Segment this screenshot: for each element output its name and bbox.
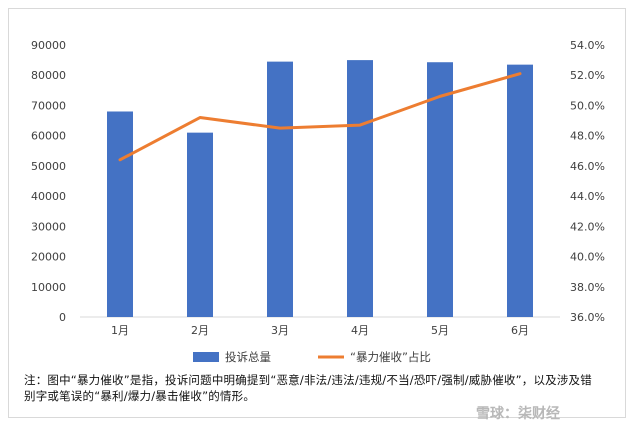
bar: [187, 132, 213, 317]
legend: 投诉总量 “暴力催收”占比: [193, 350, 431, 364]
left-tick-label: 90000: [31, 39, 66, 52]
bar: [267, 61, 293, 317]
right-tick-label: 40.0%: [570, 251, 605, 264]
right-tick-label: 54.0%: [570, 39, 605, 52]
line-series: [118, 72, 522, 162]
left-axis-ticks: 0 10000 20000 30000 40000 50000 60000 70000 8000…: [31, 39, 66, 324]
bar: [427, 62, 453, 317]
x-tick-label: 5月: [431, 324, 449, 337]
x-tick-label: 2月: [191, 324, 209, 337]
x-axis-ticks: 1月 2月 3月 4月 5月 6月: [111, 324, 529, 337]
x-tick-label: 3月: [271, 324, 289, 337]
left-tick-label: 0: [59, 311, 66, 324]
left-tick-label: 80000: [31, 69, 66, 82]
x-tick-label: 6月: [511, 324, 529, 337]
bar: [507, 64, 533, 318]
legend-swatch-bars: [193, 352, 219, 362]
left-tick-label: 30000: [31, 220, 66, 233]
left-tick-label: 70000: [31, 99, 66, 112]
right-tick-label: 38.0%: [570, 281, 605, 294]
bar: [347, 60, 373, 317]
right-tick-label: 46.0%: [570, 160, 605, 173]
x-tick-label: 1月: [111, 324, 129, 337]
right-tick-label: 52.0%: [570, 69, 605, 82]
right-tick-label: 50.0%: [570, 99, 605, 112]
left-tick-label: 20000: [31, 251, 66, 264]
legend-label-line: “暴力催收”占比: [350, 350, 431, 364]
right-tick-label: 48.0%: [570, 130, 605, 143]
share-line: [118, 72, 522, 162]
bar: [107, 111, 133, 317]
right-tick-label: 36.0%: [570, 311, 605, 324]
footnote: 注：图中“暴力催收”是指，投诉问题中明确提到“恶意/非法/违法/违规/不当/恐吓…: [24, 373, 592, 403]
left-tick-label: 50000: [31, 160, 66, 173]
left-tick-label: 40000: [31, 190, 66, 203]
right-tick-label: 42.0%: [570, 220, 605, 233]
left-tick-label: 10000: [31, 281, 66, 294]
x-tick-label: 4月: [351, 324, 369, 337]
right-tick-label: 44.0%: [570, 190, 605, 203]
watermark: 雪球：柒财经: [476, 406, 560, 422]
legend-label-bars: 投诉总量: [225, 350, 271, 364]
left-tick-label: 60000: [31, 130, 66, 143]
right-axis-ticks: 36.0% 38.0% 40.0% 42.0% 44.0% 46.0% 48.0% 50.0%…: [570, 39, 605, 324]
bar-series: [107, 60, 533, 318]
